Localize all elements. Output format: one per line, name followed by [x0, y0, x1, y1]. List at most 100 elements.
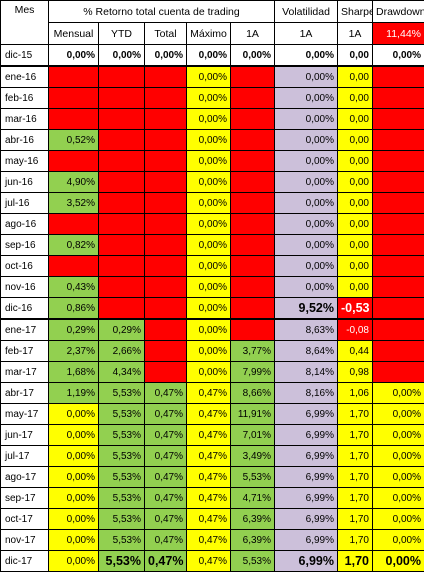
- cell-maximo: 0,00%: [187, 193, 231, 214]
- cell-mensual: 0,82%: [49, 235, 99, 256]
- cell-mes: may-16: [1, 151, 49, 172]
- cell-mensual: 0,00%: [49, 551, 99, 572]
- cell-mes: feb-16: [1, 88, 49, 109]
- cell-drawdown: -8,19%: [373, 130, 424, 151]
- cell-maximo: 0,00%: [187, 214, 231, 235]
- cell-maximo: 0,47%: [187, 509, 231, 530]
- cell-mes: sep-16: [1, 235, 49, 256]
- cell-volatilidad: 6,99%: [275, 551, 338, 572]
- cell-sharpe: 0,00: [338, 130, 373, 151]
- cell-drawdown: -8,71%: [373, 109, 424, 130]
- cell-mensual: -3,25%: [49, 151, 99, 172]
- cell-1a: 8,66%: [231, 383, 275, 404]
- cell-ytd: 5,53%: [99, 551, 145, 572]
- cell-sharpe: 0,00: [338, 193, 373, 214]
- header-ytd: YTD: [99, 23, 145, 45]
- header-drawdown: Drawdown: [373, 1, 424, 23]
- cell-maximo: 0,00%: [187, 277, 231, 298]
- cell-maximo: 0,00%: [187, 256, 231, 277]
- cell-drawdown: -6,36%: [373, 256, 424, 277]
- cell-total: 0,47%: [145, 467, 187, 488]
- cell-volatilidad: 0,00%: [275, 193, 338, 214]
- cell-volatilidad: 6,99%: [275, 467, 338, 488]
- cell-volatilidad: 9,52%: [275, 298, 338, 320]
- cell-ytd: -5,93%: [99, 277, 145, 298]
- cell-mensual: 0,52%: [49, 130, 99, 151]
- cell-1a: -5,06%: [231, 298, 275, 320]
- cell-1a: 11,91%: [231, 404, 275, 425]
- cell-maximo: 0,00%: [187, 45, 231, 67]
- header-total: Total: [145, 23, 187, 45]
- header-mes: Mes: [1, 1, 49, 45]
- cell-drawdown: 0,00%: [373, 404, 424, 425]
- cell-volatilidad: 8,14%: [275, 362, 338, 383]
- cell-volatilidad: 6,99%: [275, 425, 338, 446]
- cell-total: -4,24%: [145, 235, 187, 256]
- cell-maximo: 0,47%: [187, 383, 231, 404]
- cell-mensual: 0,00%: [49, 446, 99, 467]
- cell-mes: dic-17: [1, 551, 49, 572]
- cell-mes: jul-16: [1, 193, 49, 214]
- cell-total: -3,02%: [145, 193, 187, 214]
- cell-ytd: 5,53%: [99, 467, 145, 488]
- header-1a: 1A: [231, 23, 275, 45]
- cell-1a: -4,24%: [231, 235, 275, 256]
- cell-volatilidad: 0,00%: [275, 172, 338, 193]
- cell-ytd: -4,24%: [99, 235, 145, 256]
- cell-mensual: 3,52%: [49, 193, 99, 214]
- cell-total: -6,18%: [145, 88, 187, 109]
- cell-mensual: 0,29%: [49, 319, 99, 341]
- cell-maximo: 0,47%: [187, 425, 231, 446]
- cell-mes: jun-16: [1, 172, 49, 193]
- base-row: dic-15 0,00% 0,00% 0,00% 0,00% 0,00% 0,0…: [1, 45, 424, 67]
- cell-total: 0,47%: [145, 446, 187, 467]
- cell-maximo: 0,47%: [187, 530, 231, 551]
- header-volatilidad: Volatilidad: [275, 1, 338, 23]
- cell-volatilidad: 8,63%: [275, 319, 338, 341]
- cell-drawdown: -4,78%: [373, 319, 424, 341]
- cell-volatilidad: 8,64%: [275, 341, 338, 362]
- cell-mes: ago-17: [1, 467, 49, 488]
- cell-ytd: 5,53%: [99, 488, 145, 509]
- cell-sharpe: 1,70: [338, 404, 373, 425]
- cell-1a: 6,39%: [231, 530, 275, 551]
- cell-mensual: 0,86%: [49, 298, 99, 320]
- cell-drawdown: 0,00%: [373, 530, 424, 551]
- cell-mes: jun-17: [1, 425, 49, 446]
- cell-ytd: 5,53%: [99, 509, 145, 530]
- cell-total: 0,47%: [145, 551, 187, 572]
- cell-volatilidad: 0,00%: [275, 88, 338, 109]
- cell-volatilidad: 0,00%: [275, 130, 338, 151]
- cell-volatilidad: 6,99%: [275, 446, 338, 467]
- cell-total: 0,47%: [145, 383, 187, 404]
- cell-1a: -3,02%: [231, 193, 275, 214]
- cell-maximo: 0,00%: [187, 235, 231, 256]
- cell-mes: nov-17: [1, 530, 49, 551]
- cell-maximo: 0,00%: [187, 66, 231, 88]
- cell-mes: oct-16: [1, 256, 49, 277]
- cell-ytd: 0,00%: [99, 45, 145, 67]
- cell-volatilidad: 6,99%: [275, 488, 338, 509]
- cell-mensual: -2,05%: [49, 214, 99, 235]
- cell-volatilidad: 6,99%: [275, 404, 338, 425]
- cell-mensual: 0,00%: [49, 488, 99, 509]
- cell-ytd: 5,53%: [99, 530, 145, 551]
- cell-mensual: -2,12%: [49, 256, 99, 277]
- cell-sharpe: 1,70: [338, 509, 373, 530]
- cell-mes: ene-16: [1, 66, 49, 88]
- cell-maximo: 0,00%: [187, 319, 231, 341]
- cell-total: 0,47%: [145, 530, 187, 551]
- cell-drawdown: 0,00%: [373, 425, 424, 446]
- cell-maximo: 0,47%: [187, 446, 231, 467]
- cell-ytd: -6,18%: [99, 88, 145, 109]
- cell-sharpe: 1,70: [338, 446, 373, 467]
- cell-drawdown: 0,00%: [373, 383, 424, 404]
- cell-total: -5,06%: [145, 298, 187, 320]
